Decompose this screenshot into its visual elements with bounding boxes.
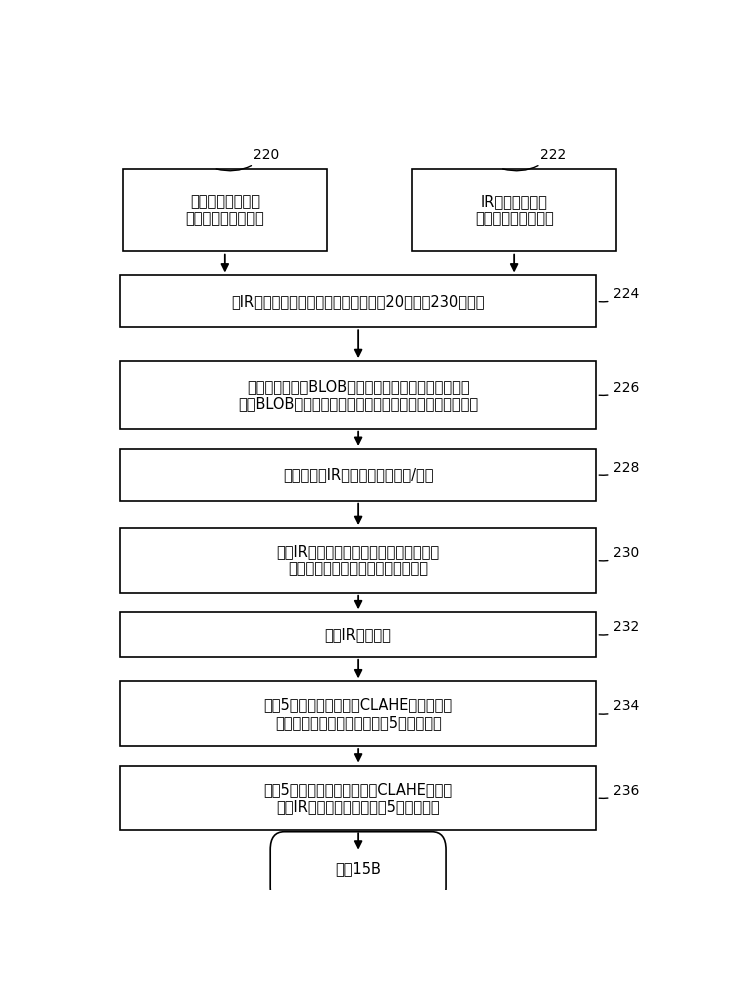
Bar — [120, 681, 597, 746]
Text: 使用5个不同内核大小来应用CLAHE增强以
包括IR透照图像，从而产生5个独立图像: 使用5个不同内核大小来应用CLAHE增强以 包括IR透照图像，从而产生5个独立图… — [264, 782, 452, 814]
Text: 230: 230 — [600, 546, 640, 561]
Bar — [120, 528, 597, 593]
Text: 对透照图像执行BLOB分析，以确定照明区域的位置。
最大BLOB是照明区域。提取这个区域并且丢弃其余部分。: 对透照图像执行BLOB分析，以确定照明区域的位置。 最大BLOB是照明区域。提取… — [238, 379, 478, 411]
FancyBboxPatch shape — [270, 832, 446, 905]
Bar — [123, 169, 327, 251]
Text: 至图15B: 至图15B — [335, 861, 381, 876]
Text: 表面睑板照相图像
使用眩光降低来捕获: 表面睑板照相图像 使用眩光降低来捕获 — [185, 194, 264, 226]
Text: 采用圆核对IR透照图像执行腐蚀/膨胀: 采用圆核对IR透照图像执行腐蚀/膨胀 — [283, 467, 433, 482]
Text: 使用5个不同内核大小将CLAHE增强应用于
表面睑板照相图像，从而产生5个独立图像: 使用5个不同内核大小将CLAHE增强应用于 表面睑板照相图像，从而产生5个独立图… — [264, 697, 452, 730]
Bar — [412, 169, 616, 251]
Text: 228: 228 — [600, 461, 640, 475]
Bar — [120, 275, 597, 327]
Text: 使用IR透照图像作为掩膜，从表面图像中
去除在透照图像中为黑色的任何像素: 使用IR透照图像作为掩膜，从表面图像中 去除在透照图像中为黑色的任何像素 — [277, 544, 440, 577]
Text: 236: 236 — [600, 784, 640, 798]
Text: 232: 232 — [600, 620, 640, 635]
Bar — [120, 361, 597, 429]
Text: 226: 226 — [600, 381, 640, 395]
Bar — [120, 766, 597, 830]
Text: 224: 224 — [600, 287, 640, 302]
Bar — [120, 612, 597, 657]
Bar — [120, 449, 597, 501]
Text: 转化IR透照图像: 转化IR透照图像 — [325, 627, 392, 642]
Text: 234: 234 — [600, 699, 640, 714]
Text: IR透照图像使用
自动亮度算法来捕获: IR透照图像使用 自动亮度算法来捕获 — [475, 194, 553, 226]
Text: 对IR透照图像定阈值，以去除亮度低于20和高于230的像素: 对IR透照图像定阈值，以去除亮度低于20和高于230的像素 — [231, 294, 485, 309]
Text: 222: 222 — [503, 148, 566, 171]
Text: 220: 220 — [216, 148, 280, 171]
